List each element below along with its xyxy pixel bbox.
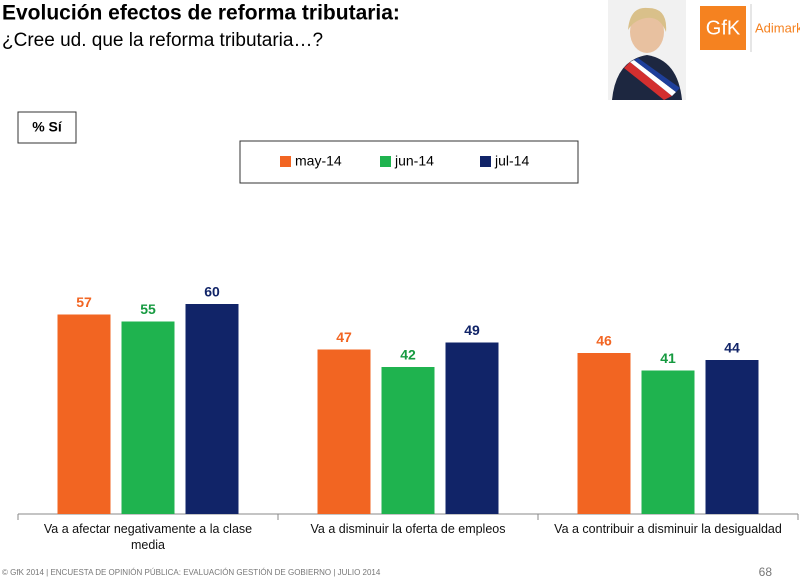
subtitle: ¿Cree ud. que la reforma tributaria…?: [2, 30, 323, 51]
legend-label: jun-14: [394, 153, 434, 169]
legend-swatch: [380, 156, 391, 167]
value-label: 47: [336, 329, 352, 345]
value-label: 42: [400, 347, 416, 363]
logo-box: [700, 6, 746, 50]
page-number: 68: [759, 565, 773, 579]
value-label: 41: [660, 350, 676, 366]
x-tick-label: Va a disminuir la oferta de empleos: [310, 522, 506, 536]
x-tick-label: Va a contribuir a disminuir la desiguald…: [554, 522, 782, 536]
bar: [705, 360, 759, 514]
value-label: 46: [596, 333, 612, 349]
y-label-box: [17, 111, 77, 144]
value-label: 49: [464, 322, 480, 338]
value-label: 55: [140, 301, 156, 317]
bar: [445, 342, 499, 514]
legend-label: may-14: [295, 153, 342, 169]
legend-swatch: [280, 156, 291, 167]
x-tick-label: Va a afectar negativamente a la clase me…: [43, 522, 253, 552]
logo-name: Adimark: [755, 20, 800, 35]
bar: [381, 367, 435, 514]
footer-text: © GfK 2014 | ENCUESTA DE OPINIÓN PÚBLICA…: [2, 568, 381, 577]
legend-swatch: [480, 156, 491, 167]
bar: [577, 353, 631, 514]
photo: [608, 0, 686, 100]
bar: [317, 349, 371, 514]
bar: [57, 314, 111, 514]
bar: [121, 321, 175, 514]
legend-label: jul-14: [494, 153, 529, 169]
value-label: 57: [76, 294, 92, 310]
y-label: % Sí: [32, 119, 63, 135]
title: Evolución efectos de reforma tributaria:: [2, 2, 400, 25]
bar: [641, 370, 695, 514]
bar: [185, 304, 239, 514]
value-label: 44: [724, 340, 740, 356]
legend-box: [239, 140, 579, 184]
logo-mark: GfK: [706, 17, 741, 39]
value-label: 60: [204, 284, 220, 300]
